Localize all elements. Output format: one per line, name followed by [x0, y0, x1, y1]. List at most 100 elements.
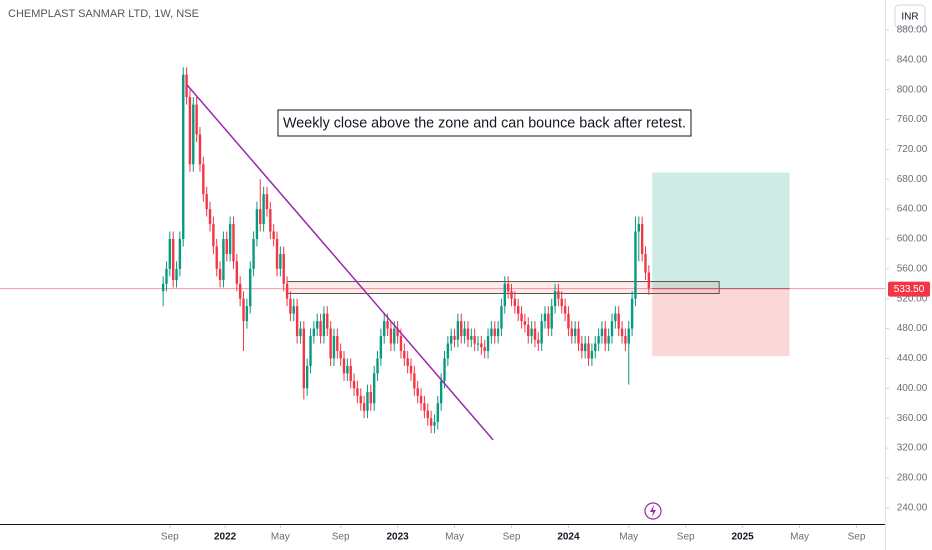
candle-body [265, 194, 269, 210]
candle-body [218, 268, 222, 281]
plot-area [0, 67, 885, 441]
candle-body [302, 328, 306, 389]
candle-body [406, 358, 409, 366]
candle-body [630, 298, 634, 329]
candle-body [637, 224, 640, 232]
candle-body [403, 350, 406, 359]
candle-body [483, 347, 486, 351]
candle-body [242, 298, 245, 322]
candle-body [429, 418, 433, 426]
candle-body [319, 321, 322, 337]
candle-body [352, 380, 356, 389]
candle-body [232, 224, 235, 262]
candle-body [450, 336, 453, 344]
candle-body [466, 328, 470, 340]
candle-body [299, 328, 302, 337]
candle-body [275, 238, 279, 269]
currency-label[interactable]: INR [901, 12, 918, 23]
x-tick-label: Sep [848, 532, 866, 543]
y-tick-label: 440.00 [897, 353, 928, 364]
candle-body [383, 321, 386, 337]
candle-body [161, 283, 165, 292]
candle-body [182, 74, 185, 239]
candle-body [339, 350, 342, 359]
candle-body [202, 164, 205, 195]
y-tick-label: 760.00 [897, 114, 928, 125]
candle-body [443, 358, 446, 381]
candle-body [510, 291, 513, 299]
y-tick-label: 240.00 [897, 502, 928, 513]
candle-body [416, 388, 419, 396]
candle-body [279, 253, 282, 269]
candle-body [583, 343, 587, 351]
candle-body [376, 358, 379, 374]
candle-body [527, 324, 530, 337]
x-tick-label: 2023 [386, 532, 409, 543]
currency-button[interactable] [894, 4, 926, 29]
candle-body [413, 373, 416, 389]
support-zone [286, 281, 720, 294]
candle-body [245, 306, 249, 322]
candle-body [195, 104, 198, 135]
candle-body [295, 306, 299, 337]
candle-body [336, 336, 339, 351]
candle-body [553, 291, 557, 307]
candle-body [506, 283, 510, 292]
candle-body [305, 365, 309, 389]
candle-body [547, 313, 550, 329]
price-label: 533.50 [894, 284, 925, 295]
candle-body [640, 224, 644, 254]
y-tick-label: 520.00 [897, 293, 928, 304]
candle-body [212, 224, 215, 247]
candle-body [359, 395, 362, 404]
candle-body [587, 343, 590, 359]
candle-body [372, 373, 376, 404]
candle-body [292, 306, 295, 314]
y-tick-label: 480.00 [897, 323, 928, 334]
x-tick-label: May [619, 532, 638, 543]
y-tick-label: 400.00 [897, 383, 928, 394]
candle-body [366, 392, 369, 411]
candle-body [393, 328, 396, 344]
chart-title: CHEMPLAST SANMAR LTD, 1W, NSE [8, 8, 199, 20]
candle-body [396, 328, 399, 337]
candle-body [627, 328, 630, 344]
candle-body [523, 321, 527, 325]
candle-body [215, 246, 218, 269]
x-tick-label: Sep [503, 532, 521, 543]
candle-body [537, 339, 540, 344]
candle-body [409, 365, 413, 374]
candle-body [329, 328, 332, 359]
candle-body [577, 328, 580, 344]
flash-icon[interactable] [644, 502, 662, 520]
candle-body [496, 328, 500, 337]
candle-body [322, 313, 326, 337]
candle-body [262, 194, 265, 225]
candle-body [610, 321, 614, 337]
candle-body [560, 298, 563, 307]
candle-body [580, 343, 584, 351]
candle-body [594, 343, 597, 351]
candle-body [259, 209, 262, 225]
candle-body [235, 261, 239, 284]
y-tick-label: 560.00 [897, 263, 928, 274]
candle-body [282, 253, 285, 284]
candle-body [540, 321, 543, 344]
candle-body [349, 365, 352, 381]
candle-body [590, 350, 594, 359]
annotation-box [277, 109, 692, 137]
candle-body [600, 328, 604, 337]
y-tick-label: 280.00 [897, 473, 928, 484]
candle-body [208, 209, 212, 225]
y-tick-label: 680.00 [897, 174, 928, 185]
candle-body [557, 291, 560, 299]
candle-body [379, 336, 383, 359]
candle-body [433, 421, 436, 426]
candle-body [476, 343, 480, 345]
candle-body [530, 328, 533, 337]
flash-bolt[interactable] [650, 505, 656, 517]
candle-body [178, 238, 182, 269]
candle-body [192, 104, 195, 165]
